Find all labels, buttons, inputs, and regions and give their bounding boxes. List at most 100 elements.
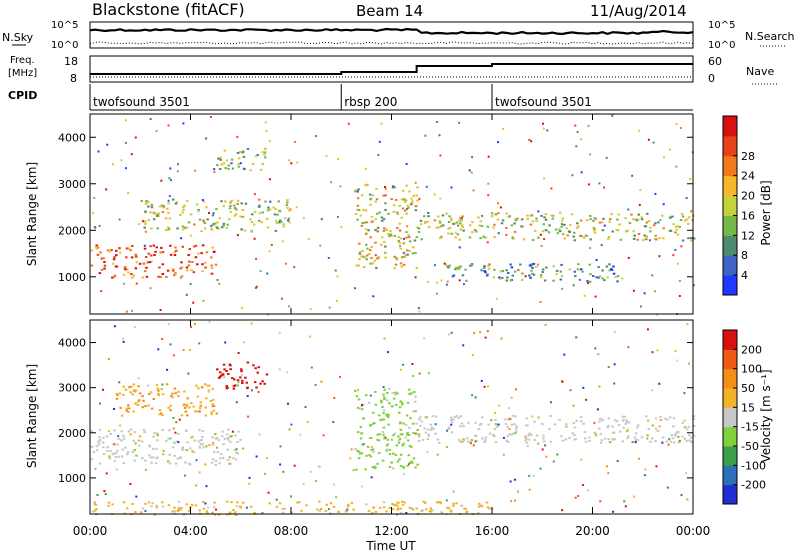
echo-cell (171, 392, 174, 395)
echo-cell (260, 221, 264, 224)
echo-cell (465, 510, 469, 513)
echo-cell (686, 323, 689, 326)
echo-cell (486, 506, 490, 509)
echo-cell (249, 169, 252, 172)
echo-cell (480, 505, 484, 508)
echo-cell (488, 432, 492, 435)
colorbar-tick-label: -200 (741, 479, 766, 492)
echo-cell (278, 209, 281, 212)
echo-cell (530, 140, 533, 143)
echo-cell (206, 506, 210, 509)
echo-cell (414, 395, 417, 398)
echo-cell (294, 140, 296, 143)
echo-cell (624, 505, 627, 508)
echo-cell (528, 138, 531, 141)
echo-cell (533, 420, 536, 423)
echo-cell (124, 268, 127, 271)
echo-cell (649, 230, 652, 233)
echo-cell (177, 390, 180, 393)
echo-cell (124, 388, 128, 391)
echo-cell (634, 441, 637, 444)
echo-cell (160, 246, 163, 249)
echo-cell (391, 467, 395, 470)
echo-cell (172, 269, 175, 272)
echo-cell (183, 403, 186, 406)
echo-cell (528, 474, 531, 477)
echo-cell (158, 413, 161, 416)
echo-cell (142, 428, 146, 431)
echo-cell (355, 468, 358, 471)
echo-cell (421, 438, 425, 441)
echo-cell (398, 241, 401, 244)
echo-cell (492, 276, 496, 279)
echo-cell (460, 217, 463, 220)
x-tick-label: 20:00 (575, 524, 610, 538)
echo-cell (158, 266, 161, 269)
echo-cell (230, 199, 234, 202)
echo-cell (497, 202, 500, 205)
echo-cell (128, 386, 131, 389)
echo-cell (124, 167, 127, 170)
echo-cell (525, 441, 529, 444)
echo-cell (107, 501, 111, 504)
echo-cell (646, 212, 649, 215)
echo-cell (276, 213, 279, 216)
echo-cell (413, 239, 417, 242)
echo-cell (196, 395, 200, 398)
noise-sky-trace (89, 27, 694, 36)
echo-cell (213, 450, 216, 453)
echo-cell (225, 370, 228, 372)
echo-cell (674, 225, 678, 228)
echo-cell (680, 494, 683, 497)
echo-cell (173, 387, 177, 390)
echo-cell (216, 446, 218, 449)
echo-cell (264, 200, 267, 203)
echo-cell (240, 202, 243, 205)
echo-cell (621, 440, 624, 443)
echo-cell (255, 285, 258, 288)
echo-cell (559, 270, 562, 273)
echo-cell (290, 495, 293, 498)
echo-cell (166, 368, 169, 371)
echo-cell (115, 265, 119, 268)
echo-cell (607, 438, 610, 441)
echo-cell (183, 390, 186, 393)
echo-cell (319, 508, 323, 510)
echo-cell (182, 206, 185, 209)
echo-cell (371, 446, 373, 449)
echo-cell (449, 416, 453, 419)
echo-cell (373, 422, 376, 424)
echo-cell (275, 498, 278, 501)
echo-cell (407, 454, 411, 457)
echo-cell (621, 415, 624, 418)
echo-cell (125, 407, 128, 410)
echo-cell (458, 238, 462, 241)
echo-cell (363, 221, 367, 224)
echo-cell (333, 397, 336, 400)
echo-cell (190, 436, 193, 439)
echo-cell (676, 233, 680, 236)
echo-cell (158, 205, 162, 208)
echo-cell (126, 453, 129, 456)
echo-cell (437, 215, 440, 218)
echo-cell (520, 218, 524, 221)
echo-cell (206, 384, 209, 387)
echo-cell (286, 201, 289, 204)
echo-cell (580, 171, 583, 174)
echo-cell (673, 441, 676, 444)
echo-cell (652, 141, 655, 144)
echo-cell (220, 374, 223, 377)
echo-cell (113, 408, 116, 410)
echo-cell (212, 398, 215, 401)
noise-right-label: N.Search (745, 30, 795, 43)
echo-cell (611, 431, 615, 434)
echo-cell (356, 406, 360, 409)
echo-cell (310, 366, 313, 369)
echo-cell (186, 199, 189, 202)
echo-cell (671, 437, 675, 440)
echo-cell (192, 451, 195, 454)
echo-cell (408, 445, 412, 447)
echo-cell (456, 268, 459, 271)
echo-cell (174, 272, 177, 275)
echo-cell (390, 405, 394, 408)
